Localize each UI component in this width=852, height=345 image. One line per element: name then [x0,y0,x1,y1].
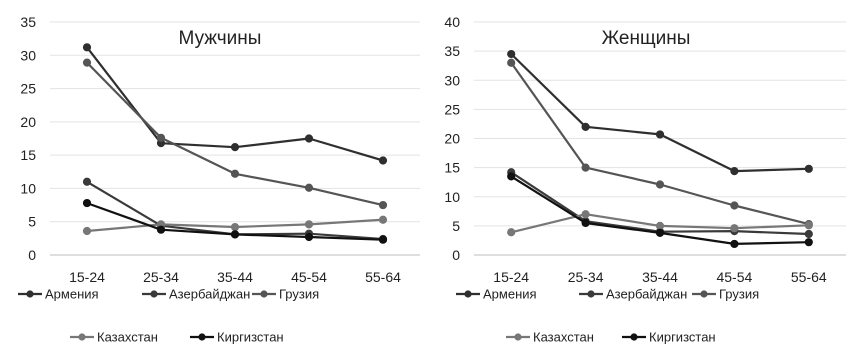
data-point [581,163,590,172]
data-point [507,172,516,181]
data-point [804,221,813,230]
data-point [655,130,665,139]
data-point [730,224,739,233]
x-tick-label: 35-44 [217,269,253,285]
x-tick-label: 55-64 [365,269,401,285]
legend-marker [198,333,206,341]
y-tick-label: 25 [20,81,36,97]
y-tick-label: 0 [452,247,460,263]
data-point [581,218,590,228]
y-tick-label: 15 [444,160,460,176]
x-tick-label: 55-64 [791,269,827,285]
data-point [230,143,240,152]
legend-marker [630,333,638,341]
legend-label: Киргизстан [649,330,716,345]
data-point [82,177,92,186]
y-tick-label: 35 [444,43,460,59]
y-tick-label: 10 [444,189,460,205]
y-tick-label: 10 [20,180,36,196]
data-point [156,225,166,234]
series-line [510,53,809,173]
legend-label: Азербайджан [169,287,250,302]
data-point [655,180,665,189]
y-tick-label: 30 [444,72,460,88]
y-tick-label: 40 [444,14,460,30]
x-tick-label: 25-34 [568,269,604,285]
legend-marker [587,290,595,298]
data-point [82,43,92,52]
legend-label: Армения [483,287,537,302]
data-point [304,220,314,229]
data-point [581,210,590,219]
data-point [507,49,516,59]
data-point [730,239,739,249]
chart-women: 0 5 10 15 20 25 30 35 40 15-24 25-34 35-44 45-54 55-6… [444,14,846,345]
series-line [510,62,810,226]
x-tick-label: 25-34 [143,269,179,285]
data-point [156,133,166,142]
y-tick-label: 25 [444,101,460,117]
chart-men: 0 5 10 15 20 25 30 35 15-24 25-34 35-44 45-54 55-64 М… [18,14,420,345]
data-point [581,122,590,131]
legend-marker [150,290,158,298]
legend-marker [700,290,708,298]
data-point [304,232,314,242]
legend-marker [464,290,472,298]
y-tick-label: 20 [20,114,36,130]
data-point [507,228,516,237]
data-point [804,229,813,239]
legend-label: Азербайджан [606,287,687,302]
data-point [804,238,813,247]
data-point [82,198,92,208]
x-tick-label: 45-54 [716,269,752,285]
data-point [378,156,388,165]
y-tick-label: 30 [20,47,36,63]
data-point [304,134,314,143]
x-tick-label: 15-24 [493,269,529,285]
chart-title: Женщины [602,28,691,49]
data-point [655,221,665,230]
legend-label: Армения [45,287,99,302]
x-tick-label: 15-24 [69,269,105,285]
data-point [82,58,92,67]
legend-label: Грузия [719,287,759,302]
y-tick-label: 0 [28,247,36,263]
data-point [230,222,240,232]
legend-label: Казахстан [97,330,158,345]
data-point [230,169,240,178]
y-tick-label: 20 [444,131,460,147]
data-point [378,215,388,224]
legend-marker [26,290,34,298]
legend-marker [260,290,268,298]
legend-label: Киргизстан [217,330,284,345]
x-tick-label: 45-54 [291,269,327,285]
x-tick-label: 35-44 [642,269,678,285]
data-point [82,226,92,236]
series-line [86,61,384,207]
data-point [378,235,388,244]
y-tick-label: 5 [452,218,460,234]
data-point [378,200,388,210]
y-tick-label: 5 [28,214,36,230]
legend-label: Грузия [279,287,319,302]
data-point [507,58,516,67]
data-point [730,167,739,176]
y-tick-label: 35 [20,14,36,30]
data-point [304,183,314,192]
y-tick-label: 15 [20,147,36,163]
chart-title: Мужчины [179,28,262,49]
data-point [730,201,739,210]
data-point [804,164,813,173]
legend-label: Казахстан [533,330,594,345]
legend-marker [78,333,86,341]
data-point [655,228,665,237]
data-point [230,230,240,239]
legend-marker [514,333,522,341]
